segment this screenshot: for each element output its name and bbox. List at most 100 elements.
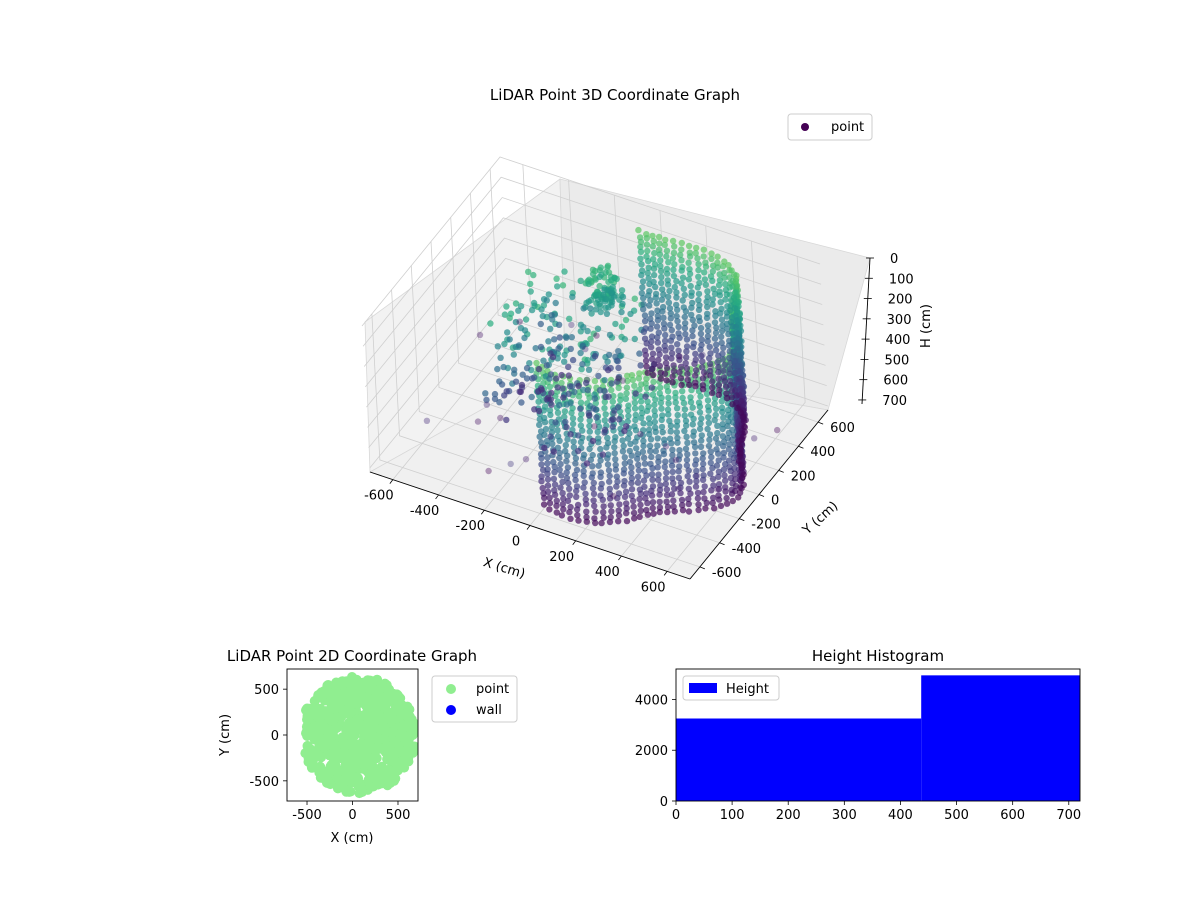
lidar-point-3d xyxy=(615,518,622,525)
lidar-point-3d xyxy=(727,414,734,421)
lidar-point-3d xyxy=(623,505,630,512)
lidar-point-3d xyxy=(546,383,554,391)
lidar-point-3d xyxy=(643,363,650,370)
lidar-point-3d xyxy=(589,485,597,492)
lidar-point-3d xyxy=(665,400,672,407)
lidar-point-3d xyxy=(530,271,537,279)
lidar-point-3d xyxy=(698,352,705,360)
lidar-point-3d xyxy=(516,318,523,325)
lidar-point-3d xyxy=(709,475,717,483)
lidar-point-2d xyxy=(343,718,354,729)
lidar-point-3d xyxy=(706,436,713,443)
lidar-point-3d xyxy=(547,371,555,378)
lidar-point-3d xyxy=(669,468,676,476)
x-tick-label-hist: 100 xyxy=(720,808,745,823)
lidar-point-3d xyxy=(565,363,572,371)
lidar-point-3d xyxy=(569,405,576,412)
lidar-point-3d xyxy=(683,456,691,464)
lidar-point-3d xyxy=(586,428,593,435)
lidar-point-3d xyxy=(714,359,721,366)
lidar-point-3d xyxy=(548,424,556,431)
lidar-point-2d xyxy=(319,686,330,697)
lidar-point-3d xyxy=(706,355,713,362)
lidar-point-3d xyxy=(575,432,582,439)
lidar-point-3d xyxy=(714,422,721,429)
lidar-point-2d xyxy=(319,722,330,733)
z-tick-label: 0 xyxy=(890,252,898,267)
lidar-point-2d xyxy=(386,716,397,726)
lidar-point-3d xyxy=(674,418,681,425)
lidar-point-3d xyxy=(667,428,674,435)
lidar-point-3d xyxy=(706,360,714,367)
lidar-point-3d xyxy=(731,305,738,312)
lidar-point-3d xyxy=(736,385,744,392)
lidar-point-3d xyxy=(648,333,656,340)
lidar-point-3d xyxy=(725,262,732,269)
lidar-point-3d xyxy=(695,290,703,298)
lidar-point-3d xyxy=(570,438,577,445)
lidar-point-3d xyxy=(687,394,694,401)
lidar-point-3d xyxy=(666,417,673,425)
lidar-point-3d xyxy=(670,272,678,280)
lidar-point-3d xyxy=(527,288,534,295)
lidar-point-3d xyxy=(487,320,494,327)
lidar-point-3d xyxy=(566,508,573,516)
lidar-point-3d xyxy=(654,464,661,471)
lidar-point-3d xyxy=(551,481,559,488)
lidar-point-3d xyxy=(689,316,696,324)
lidar-point-3d xyxy=(607,502,614,509)
lidar-point-3d xyxy=(694,489,702,497)
lidar-point-3d xyxy=(589,470,596,477)
lidar-point-3d xyxy=(659,303,667,311)
lidar-point-3d xyxy=(628,486,636,493)
lidar-point-3d xyxy=(597,469,605,476)
lidar-point-3d xyxy=(662,359,670,367)
lidar-point-3d xyxy=(582,490,589,497)
lidar-point-3d xyxy=(675,323,682,331)
lidar-point-2d xyxy=(309,734,320,745)
lidar-point-3d xyxy=(601,426,609,433)
y-tick-mark xyxy=(758,494,765,497)
lidar-point-3d xyxy=(713,405,720,412)
lidar-point-3d xyxy=(669,475,676,482)
lidar-point-3d xyxy=(692,367,700,374)
lidar-point-3d xyxy=(687,490,694,497)
lidar-point-3d xyxy=(600,503,607,510)
lidar-point-3d xyxy=(615,364,622,372)
lidar-point-3d xyxy=(543,437,551,445)
lidar-point-3d xyxy=(565,479,572,487)
lidar-point-3d xyxy=(683,343,691,350)
lidar-point-3d xyxy=(605,451,612,458)
lidar-point-2d xyxy=(387,767,398,778)
lidar-point-3d xyxy=(687,399,695,406)
lidar-point-3d xyxy=(583,508,590,515)
lidar-point-3d xyxy=(583,379,590,387)
lidar-point-3d xyxy=(503,303,510,310)
lidar-point-3d xyxy=(696,302,703,309)
lidar-point-3d xyxy=(615,507,622,514)
lidar-point-3d xyxy=(684,376,691,384)
x-tick-mark xyxy=(389,479,394,484)
lidar-point-3d xyxy=(661,463,668,471)
lidar-point-3d xyxy=(723,313,731,320)
lidar-point-3d xyxy=(676,334,683,341)
lidar-point-3d xyxy=(651,249,658,257)
lidar-point-3d xyxy=(693,467,700,475)
lidar-point-3d xyxy=(699,358,706,365)
lidar-point-3d xyxy=(714,429,721,437)
lidar-point-3d xyxy=(637,255,644,262)
lidar-point-3d xyxy=(651,407,658,414)
lidar-point-3d xyxy=(689,404,696,411)
lidar-point-3d xyxy=(639,267,646,274)
lidar-point-3d xyxy=(638,261,645,268)
lidar-point-3d xyxy=(611,450,618,457)
lidar-point-3d xyxy=(731,471,738,478)
lidar-point-3d xyxy=(675,468,682,475)
lidar-point-3d xyxy=(672,399,679,406)
lidar-point-3d xyxy=(650,238,657,245)
lidar-point-3d xyxy=(557,460,564,468)
lidar-point-3d xyxy=(711,417,718,424)
lidar-point-2d xyxy=(302,726,312,736)
lidar-point-3d xyxy=(543,362,550,369)
lidar-point-3d xyxy=(646,420,653,427)
